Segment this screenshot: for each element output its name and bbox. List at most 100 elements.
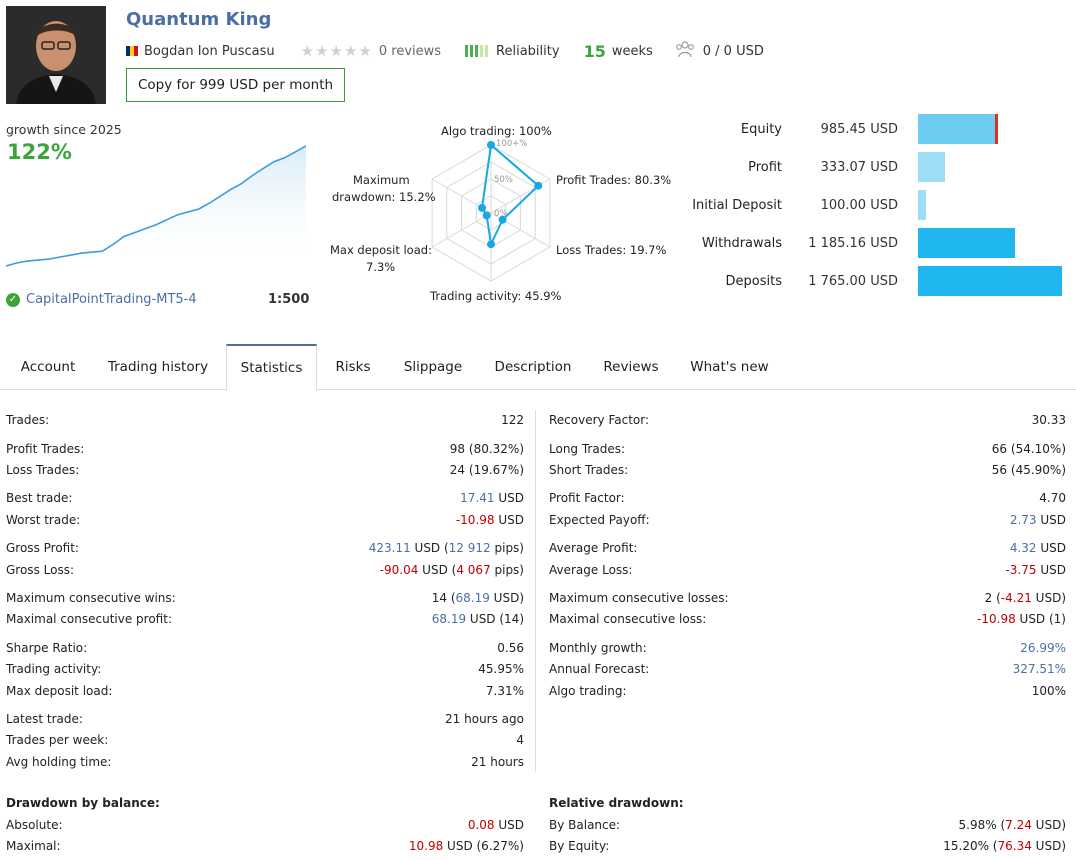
stat-value: 5.98% (7.24 USD) — [959, 818, 1066, 832]
weeks-label: weeks — [611, 43, 653, 59]
stat-value: 4 — [516, 733, 524, 747]
stat-value: 24 (19.67%) — [449, 463, 524, 477]
radar-axis — [431, 212, 492, 248]
radar-label-max-deposit-load: Max deposit load: — [330, 243, 432, 257]
tab-reviews[interactable]: Reviews — [603, 359, 659, 375]
financial-value: 333.07 USD — [820, 159, 898, 175]
value-number: 68.19 — [431, 612, 467, 626]
stat-label: Maximum consecutive wins: — [6, 591, 176, 605]
stat-avg-holding-time: Avg holding time: 21 hours — [6, 753, 524, 771]
tab-account[interactable]: Account — [20, 359, 76, 375]
value-percent: 15.20% ( — [943, 839, 998, 853]
radar-point — [487, 141, 495, 149]
stat-trades-per-week: Trades per week: 4 — [6, 731, 524, 749]
stat-value: 4.70 — [1039, 491, 1066, 505]
stat-latest-trade: Latest trade: 21 hours ago — [6, 710, 524, 728]
stat-label: Short Trades: — [549, 463, 629, 477]
value-unit: USD) — [489, 591, 524, 605]
stat-label: Loss Trades: — [6, 463, 80, 477]
stat-value: 0.56 — [497, 641, 524, 655]
avatar[interactable] — [6, 6, 106, 104]
radar-label-max-deposit-load-value: 7.3% — [366, 260, 396, 274]
stat-profit-trades: Profit Trades: 98 (80.32%) — [6, 440, 524, 458]
tab-slippage[interactable]: Slippage — [403, 359, 463, 375]
value-unit: pips) — [490, 563, 524, 577]
author-name[interactable]: Bogdan Ion Puscasu — [144, 43, 275, 59]
copy-button[interactable]: Copy for 999 USD per month — [126, 68, 345, 102]
tab-bar: Account Trading history Statistics Risks… — [0, 344, 1076, 391]
subscribers-value: 0 / 0 USD — [702, 43, 764, 59]
financial-label: Withdrawals — [701, 235, 782, 251]
stat-label: By Balance: — [549, 818, 621, 832]
stat-label: Maximal: — [6, 839, 61, 853]
value-number: -3.75 — [1005, 563, 1037, 577]
growth-chart[interactable] — [6, 140, 306, 270]
value-unit: USD (14) — [466, 612, 524, 626]
stat-value: 10.98 USD (6.27%) — [409, 839, 524, 853]
value-number: -90.04 — [379, 563, 419, 577]
value-unit: USD — [494, 491, 524, 505]
rating-stars-icon[interactable]: ★★★★★ — [300, 42, 373, 60]
stat-value: 100% — [1031, 684, 1066, 698]
radar-label-trading-activity: Trading activity: 45.9% — [430, 289, 562, 303]
drawdown-balance-title: Drawdown by balance: — [6, 796, 160, 810]
server-link[interactable]: ✓ CapitalPointTrading-MT5-4 — [6, 292, 197, 307]
stat-label: Absolute: — [6, 818, 63, 832]
stat-label: Long Trades: — [549, 442, 626, 456]
radar-label-profit-trades: Profit Trades: 80.3% — [556, 173, 672, 187]
stat-label: Trades per week: — [6, 733, 109, 747]
growth-label: growth since 2025 — [6, 122, 122, 137]
stat-label: Profit Factor: — [549, 491, 625, 505]
stat-value: -3.75 USD — [1005, 563, 1066, 577]
tab-statistics[interactable]: Statistics — [226, 344, 317, 391]
value-unit: USD — [494, 818, 524, 832]
value-number: 0.08 — [467, 818, 495, 832]
weeks-value: 15 — [583, 41, 606, 61]
stat-value: 30.33 — [1031, 413, 1066, 427]
tab-trading-history[interactable]: Trading history — [107, 359, 209, 375]
server-name[interactable]: CapitalPointTrading-MT5-4 — [26, 292, 197, 307]
stat-max-deposit-load: Max deposit load: 7.31% — [6, 682, 524, 700]
radar-point — [478, 203, 487, 212]
page-title[interactable]: Quantum King — [126, 9, 272, 30]
stat-average-profit: Average Profit: 4.32 USD — [549, 539, 1066, 557]
value-number: 68.19 — [455, 591, 490, 605]
stat-sharpe-ratio: Sharpe Ratio: 0.56 — [6, 639, 524, 657]
stat-best-trade: Best trade: 17.41 USD — [6, 489, 524, 507]
financial-row-equity: Equity 985.45 USD — [680, 112, 1076, 146]
stat-expected-payoff: Expected Payoff: 2.73 USD — [549, 511, 1066, 529]
reviews-count[interactable]: 0 reviews — [378, 43, 442, 59]
value-unit: USD — [1036, 563, 1066, 577]
stat-max-consecutive-loss: Maximal consecutive loss: -10.98 USD (1) — [549, 610, 1066, 628]
stat-label: Average Loss: — [549, 563, 633, 577]
radar-label-max-drawdown: Maximum — [353, 173, 410, 187]
stat-value: 21 hours — [471, 755, 524, 769]
tab-description[interactable]: Description — [494, 359, 572, 375]
value-count: 14 ( — [431, 591, 456, 605]
stat-value: 66 (54.10%) — [991, 442, 1066, 456]
stat-label: Worst trade: — [6, 513, 81, 527]
growth-line — [6, 145, 306, 267]
stat-drawdown-absolute: Absolute: 0.08 USD — [6, 816, 524, 834]
stat-value: 56 (45.90%) — [991, 463, 1066, 477]
avatar-portrait — [6, 6, 106, 104]
tab-whats-new[interactable]: What's new — [690, 359, 769, 375]
value-count: 2 ( — [984, 591, 1001, 605]
stat-value: 98 (80.32%) — [449, 442, 524, 456]
value-number: 17.41 — [460, 491, 495, 505]
stat-value: 327.51% — [1012, 662, 1066, 676]
financial-value: 1 185.16 USD — [808, 235, 898, 251]
stat-value: 15.20% (76.34 USD) — [943, 839, 1066, 853]
radar-scale-100: 100+% — [496, 139, 528, 149]
stat-drawdown-maximal: Maximal: 10.98 USD (6.27%) — [6, 837, 524, 855]
stat-label: Expected Payoff: — [549, 513, 650, 527]
radar-scale-0: 0% — [494, 209, 508, 219]
tab-risks[interactable]: Risks — [335, 359, 371, 375]
financial-label: Equity — [740, 121, 782, 137]
value-number: 10.98 — [408, 839, 444, 853]
stat-label: Profit Trades: — [6, 442, 85, 456]
growth-area — [6, 146, 306, 270]
value-number: 7.24 — [1005, 818, 1032, 832]
radar-graphic — [431, 141, 551, 282]
stat-value: 2 (-4.21 USD) — [985, 591, 1066, 605]
